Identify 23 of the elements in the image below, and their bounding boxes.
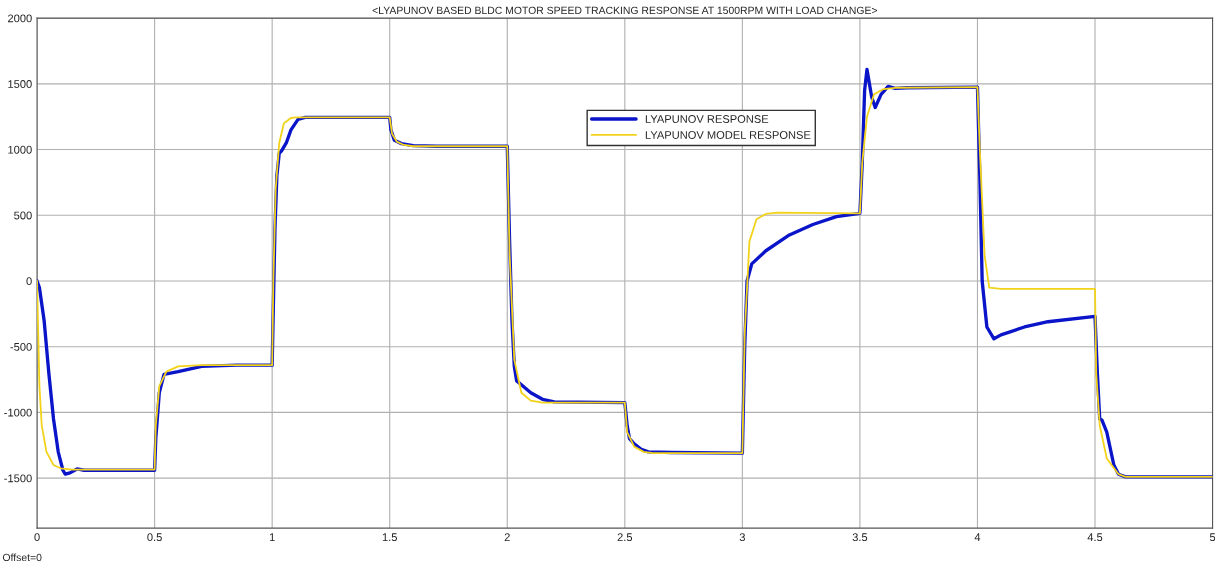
y-tick-label: 500 xyxy=(14,211,32,220)
x-tick-label: 0 xyxy=(34,533,40,542)
x-tick-label: 2.5 xyxy=(617,533,633,542)
y-tick-label: 1000 xyxy=(8,145,32,154)
x-tick-label: 3.5 xyxy=(852,533,868,542)
x-tick-label: 4 xyxy=(974,533,981,541)
legend-label: LYAPUNOV MODEL RESPONSE xyxy=(645,131,811,139)
x-tick-label: 4.5 xyxy=(1087,533,1103,542)
y-tick-label: -500 xyxy=(10,342,32,351)
y-tick-label: -1500 xyxy=(4,474,32,483)
y-tick-label: -1000 xyxy=(4,408,32,417)
text: Offset=0 xyxy=(2,553,42,562)
x-tick-label: 3 xyxy=(739,533,745,542)
x-tick-label: 1 xyxy=(269,533,275,541)
x-tick-label: 1.5 xyxy=(382,533,397,542)
x-tick-label: 5 xyxy=(1209,533,1215,542)
chart-title: <LYAPUNOV BASED BLDC MOTOR SPEED TRACKING RESPONSE AT 1500RPM WITH LOAD CHANGE> xyxy=(372,6,877,15)
y-tick-label: 1500 xyxy=(8,80,32,88)
legend-label: LYAPUNOV RESPONSE xyxy=(645,115,769,123)
x-tick-label: 2 xyxy=(504,533,510,541)
y-tick-label: 2000 xyxy=(8,14,32,23)
y-tick-label: 0 xyxy=(26,277,32,286)
x-tick-label: 0.5 xyxy=(147,533,162,542)
